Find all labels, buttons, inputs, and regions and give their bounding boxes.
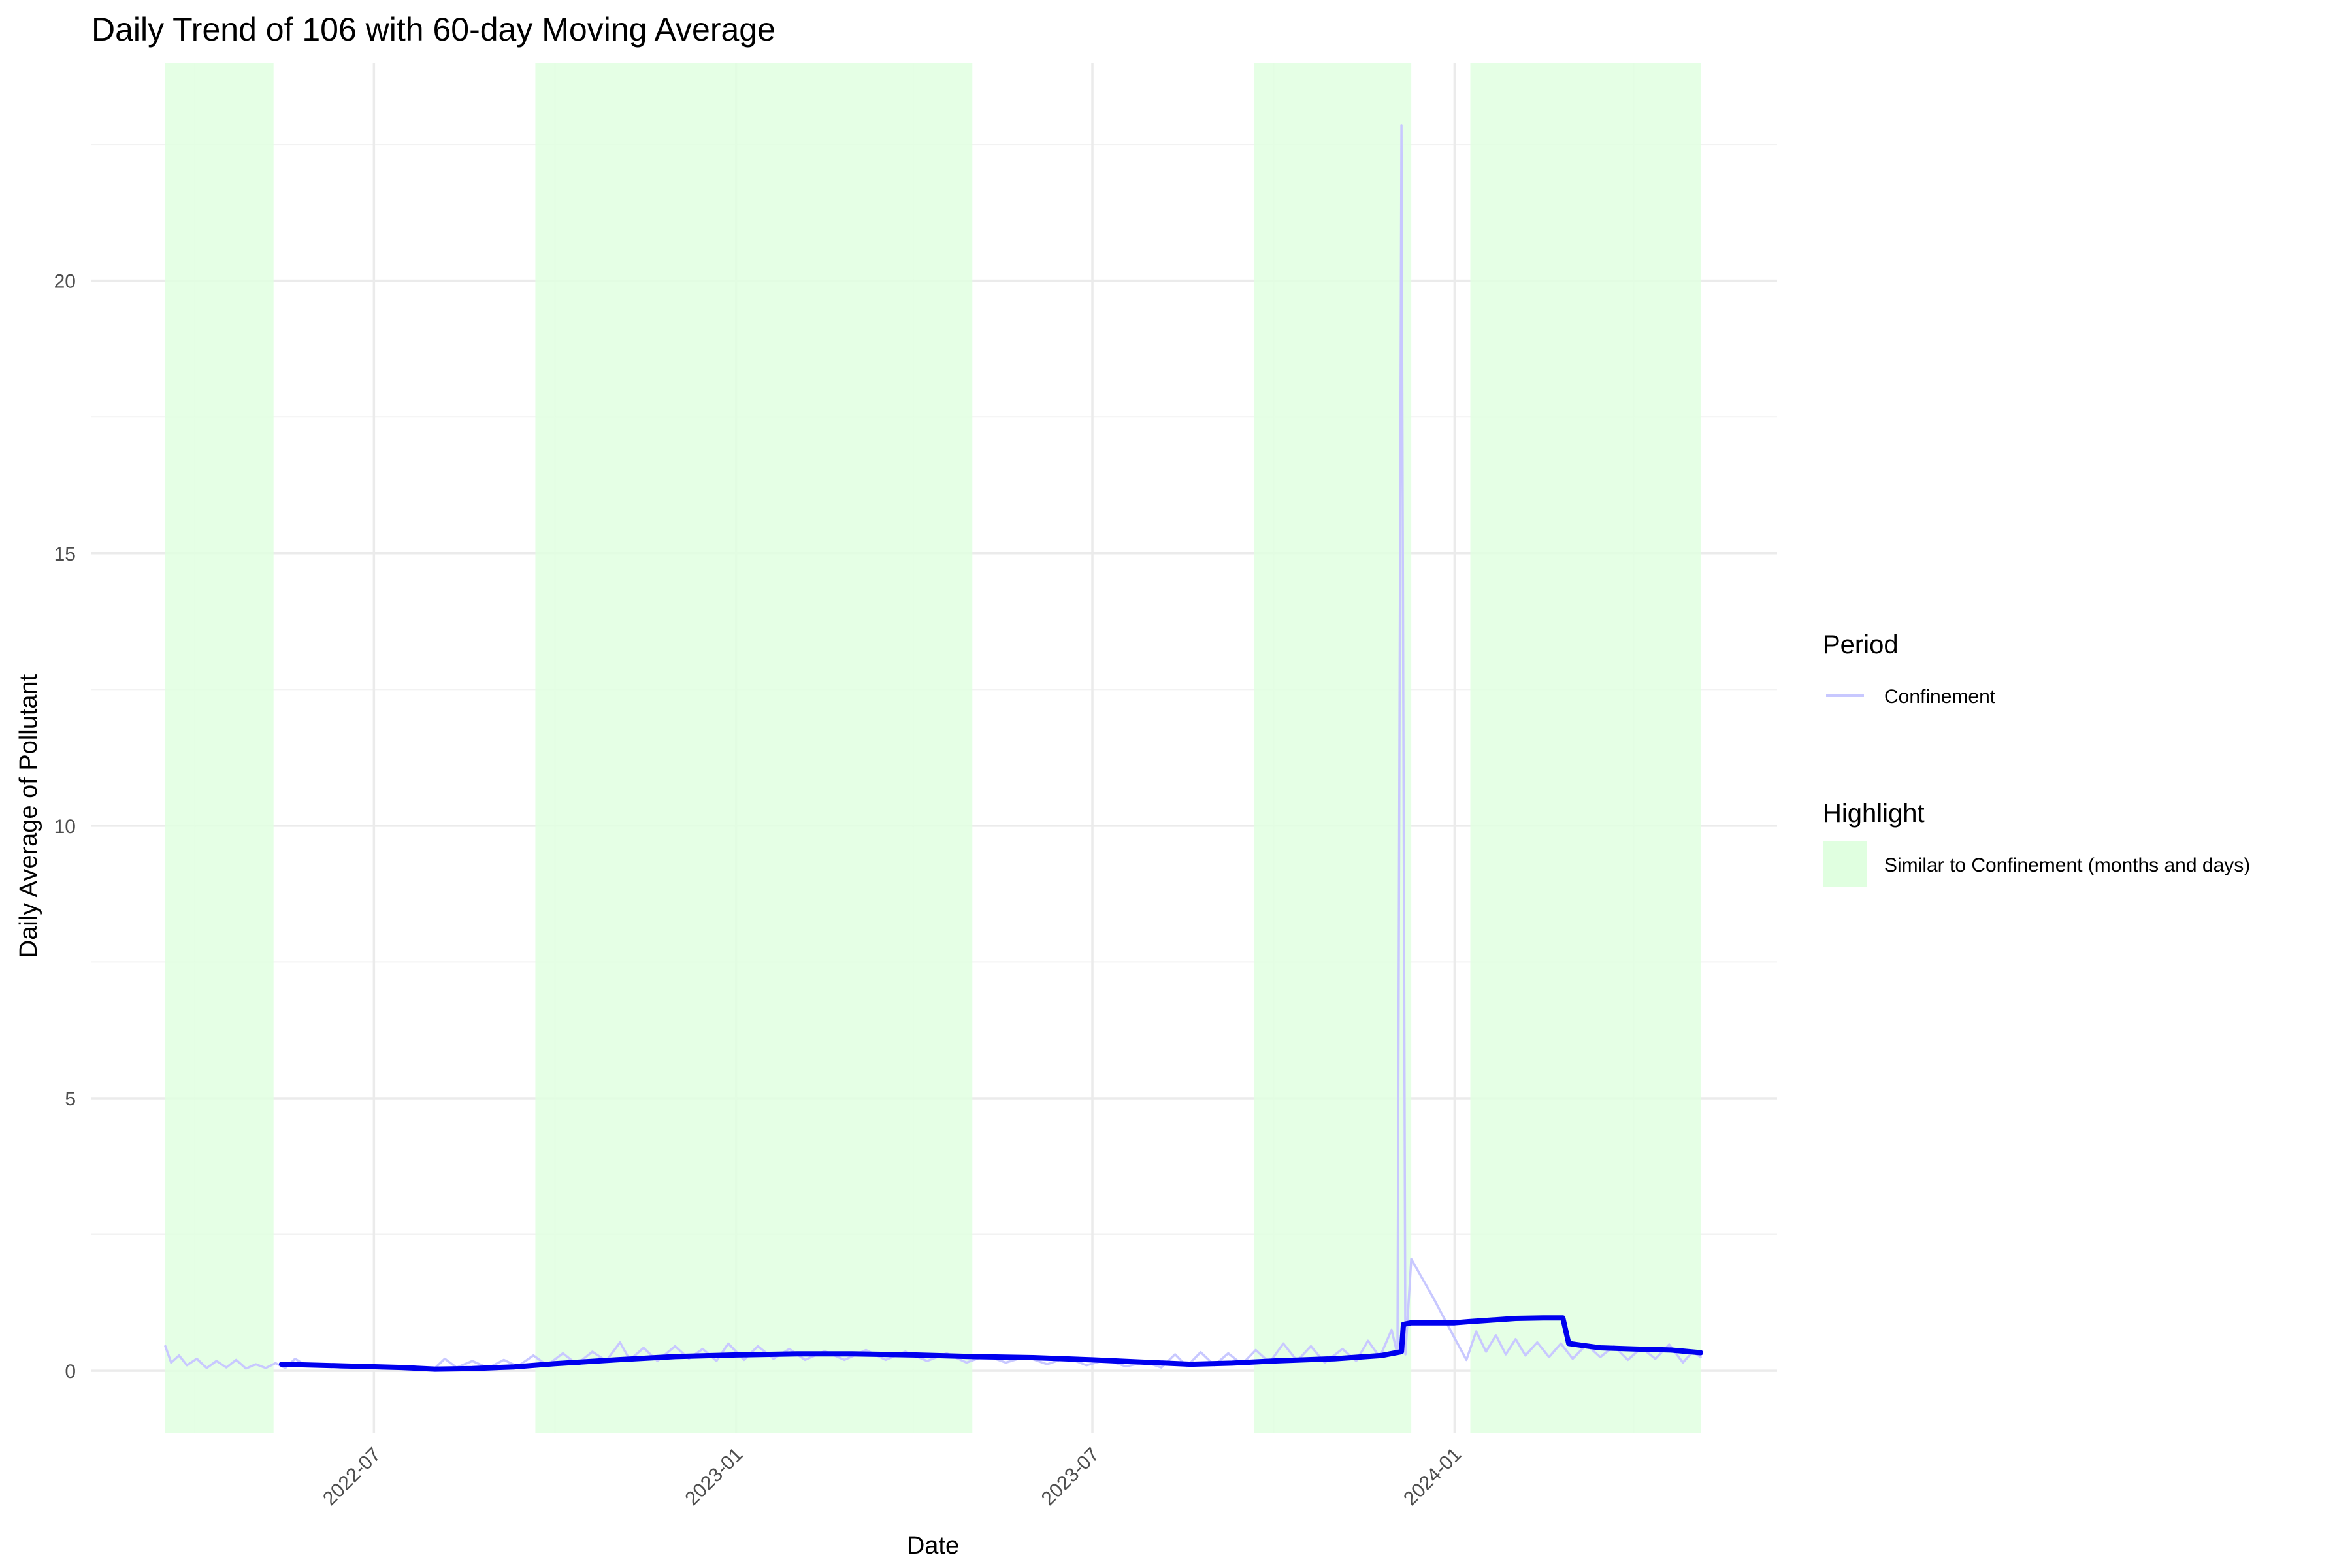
legend: Period Confinement Highlight Similar to Con… <box>1823 630 2250 887</box>
y-tick-label: 15 <box>54 544 76 565</box>
x-tick-label: 2022-07 <box>319 1444 385 1510</box>
legend-title: Highlight <box>1823 799 1925 828</box>
y-tick-label: 0 <box>65 1361 76 1382</box>
x-tick-label: 2024-01 <box>1399 1444 1465 1510</box>
x-tick-label: 2023-07 <box>1037 1444 1103 1510</box>
highlight-band <box>1470 63 1701 1433</box>
moving-average-line <box>278 1315 1703 1372</box>
legend-label: Confinement <box>1884 686 1996 708</box>
y-axis-title: Daily Average of Pollutant <box>15 674 42 958</box>
highlight-band <box>535 63 973 1433</box>
highlight-band <box>165 63 274 1433</box>
chart-title: Daily Trend of 106 with 60-day Moving Av… <box>91 11 776 48</box>
legend-title: Period <box>1823 630 1899 659</box>
legend-key-swatch <box>1823 841 1867 887</box>
y-tick-label: 5 <box>65 1088 76 1110</box>
plot-panel: 0 5 10 15 20 2022-07 2023-01 2023-07 2024-01 <box>54 63 1777 1510</box>
y-tick-label: 10 <box>54 816 76 838</box>
legend-label: Similar to Confinement (months and days) <box>1884 855 2250 876</box>
x-tick-label: 2023-01 <box>681 1444 747 1510</box>
x-axis-title: Date <box>907 1532 959 1560</box>
y-tick-label: 20 <box>54 271 76 293</box>
highlight-band <box>1254 63 1412 1433</box>
